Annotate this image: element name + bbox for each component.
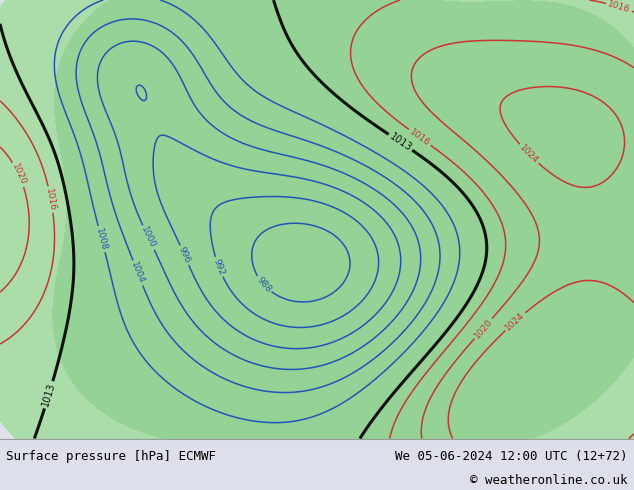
Text: 1000: 1000 — [139, 225, 157, 250]
Text: 1016: 1016 — [44, 187, 57, 212]
Text: 996: 996 — [177, 245, 192, 265]
Text: 988: 988 — [254, 275, 273, 294]
Text: 1013: 1013 — [41, 382, 57, 408]
Text: We 05-06-2024 12:00 UTC (12+72): We 05-06-2024 12:00 UTC (12+72) — [395, 450, 628, 463]
Text: © weatheronline.co.uk: © weatheronline.co.uk — [470, 474, 628, 487]
Text: 992: 992 — [212, 257, 226, 276]
Text: 1020: 1020 — [472, 317, 494, 340]
Text: Surface pressure [hPa] ECMWF: Surface pressure [hPa] ECMWF — [6, 450, 216, 463]
Text: 1024: 1024 — [518, 143, 540, 165]
Text: 1004: 1004 — [129, 261, 146, 285]
Text: 1016: 1016 — [607, 0, 631, 15]
Text: 1013: 1013 — [387, 131, 413, 153]
Text: 1008: 1008 — [94, 227, 109, 251]
Text: 1020: 1020 — [10, 162, 28, 187]
Text: 1024: 1024 — [504, 311, 527, 332]
Text: 1016: 1016 — [408, 127, 432, 148]
